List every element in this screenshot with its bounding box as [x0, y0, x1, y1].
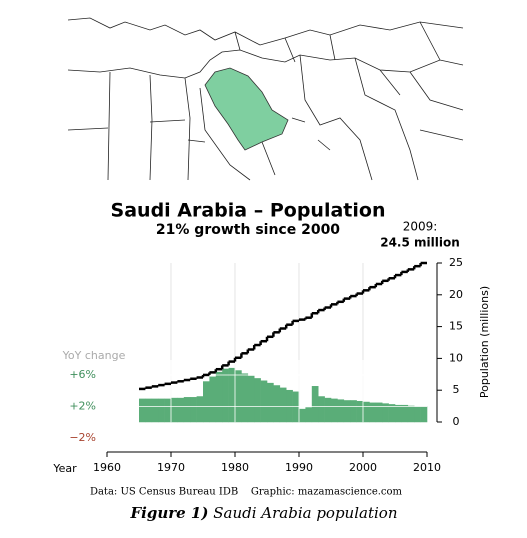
yoy-bar: [228, 367, 236, 423]
yoy-bar: [145, 398, 153, 423]
yoy-bar: [190, 397, 197, 423]
yoy-bar: [235, 370, 242, 423]
yoy-bar: [196, 396, 204, 423]
y-tick-label: −2%: [69, 431, 96, 444]
yoy-bar: [401, 404, 409, 423]
yoy-bar: [139, 398, 146, 423]
y2-tick-label: 0: [453, 415, 460, 428]
yoy-bar: [241, 373, 249, 423]
yoy-bar: [247, 375, 255, 423]
yoy-label: YoY change: [62, 349, 126, 362]
yoy-bar: [215, 371, 223, 423]
yoy-bar: [343, 400, 351, 423]
x-tick-label: 1980: [221, 461, 249, 474]
yoy-bar: [305, 407, 313, 423]
yoy-bar: [337, 399, 345, 423]
y2-tick-label: 15: [449, 320, 463, 333]
y2-axis-label: Population (millions): [478, 286, 491, 398]
x-tick-label: 1970: [157, 461, 185, 474]
annotation-value: 24.5 million: [380, 236, 460, 250]
yoy-bar: [420, 406, 428, 423]
yoy-bar: [260, 380, 268, 423]
yoy-bar: [164, 398, 172, 423]
map-outline: [67, 117, 464, 151]
source: Data: US Census Bureau IDB Graphic: maza…: [90, 487, 403, 498]
yoy-bar: [151, 398, 159, 423]
yoy-bar: [407, 405, 415, 423]
yoy-bar: [267, 382, 274, 423]
yoy-bar: [382, 403, 389, 423]
yoy-bar: [183, 397, 191, 423]
x-tick-label: 2010: [413, 461, 441, 474]
yoy-bar: [299, 408, 306, 423]
yoy-bar: [177, 397, 185, 423]
x-tick-label: 1960: [93, 461, 121, 474]
map-outline: [107, 21, 464, 181]
yoy-bar: [203, 381, 210, 423]
map-outline: [67, 49, 464, 79]
caption: Figure 1) Saudi Arabia population: [130, 504, 398, 522]
saudi-arabia: [204, 67, 289, 151]
y-tick-label: +6%: [69, 368, 96, 381]
yoy-bar: [171, 397, 178, 423]
yoy-bar: [324, 397, 332, 423]
x-tick-label: 2000: [349, 461, 377, 474]
yoy-bar: [254, 378, 261, 423]
map-outline: [67, 17, 464, 46]
yoy-bar: [273, 385, 281, 423]
y2-tick-label: 20: [449, 288, 463, 301]
y-tick-label: +2%: [69, 400, 96, 413]
yoy-bar: [222, 368, 229, 423]
x-axis-label: Year: [52, 462, 77, 475]
y2-tick-label: 25: [449, 256, 463, 269]
annotation-year: 2009:: [403, 220, 438, 234]
yoy-bar: [388, 404, 396, 423]
chart-subtitle: 21% growth since 2000: [156, 222, 340, 238]
caption-number: Figure 1): [130, 504, 209, 522]
yoy-bar: [311, 386, 319, 423]
yoy-bar: [318, 396, 325, 423]
yoy-bar: [375, 402, 383, 423]
chart-title: Saudi Arabia – Population: [111, 200, 386, 222]
yoy-bar: [158, 398, 165, 423]
yoy-bar: [331, 398, 338, 423]
y2-tick-label: 5: [453, 383, 460, 396]
yoy-bar: [414, 406, 421, 423]
caption-text: Saudi Arabia population: [208, 504, 397, 522]
yoy-bar: [209, 376, 217, 423]
y2-tick-label: 10: [449, 351, 463, 364]
map: [67, 17, 464, 181]
yoy-bar: [363, 401, 370, 423]
yoy-bar: [279, 387, 287, 423]
yoy-bar: [369, 402, 377, 423]
yoy-bar: [350, 400, 357, 423]
yoy-bar: [356, 400, 364, 423]
plot: 1960 1970 1980 1990 2000 2010 +6% +2% −2% 0 5 10 15 2…: [69, 256, 463, 474]
yoy-bar: [395, 404, 402, 423]
x-tick-label: 1990: [285, 461, 313, 474]
